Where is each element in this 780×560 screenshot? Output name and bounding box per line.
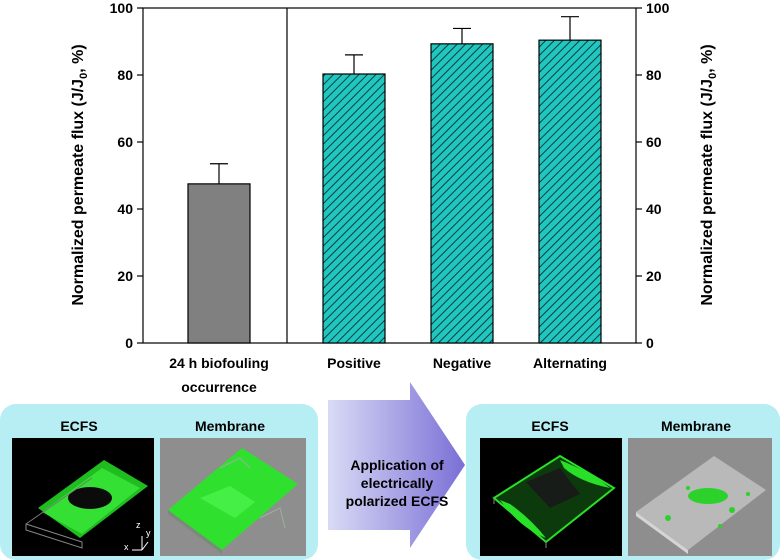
- arrow-caption-line-2: electrically: [360, 475, 434, 491]
- category-label: Negative: [433, 355, 492, 371]
- right-y-axis-title: Normalized permeate flux (J/J0, %): [699, 44, 719, 305]
- right-ecfs-label: ECFS: [531, 418, 569, 434]
- category-label: 24 h biofouling: [169, 355, 269, 371]
- category-label: occurrence: [181, 379, 257, 395]
- right-y-tick-label: 100: [646, 0, 670, 16]
- left-ecfs-label: ECFS: [60, 418, 98, 434]
- bar: [187, 183, 251, 344]
- right-y-tick-label: 0: [646, 335, 654, 351]
- left-y-tick-label: 80: [117, 67, 133, 83]
- left-membrane-label: Membrane: [194, 418, 266, 434]
- bar: [430, 43, 494, 344]
- right-ecfs-image: [480, 438, 622, 556]
- arrow-caption: Application of electrically polarized EC…: [322, 456, 472, 510]
- left-y-tick-label: 20: [117, 268, 133, 284]
- left-image-panel: ECFS Membrane z y x: [0, 404, 318, 560]
- left-membrane-image: [160, 438, 306, 556]
- right-y-tick-label: 80: [646, 67, 662, 83]
- left-y-tick-label: 100: [110, 0, 134, 16]
- right-membrane-label: Membrane: [660, 418, 732, 434]
- category-label: Alternating: [533, 355, 607, 371]
- left-y-axis: 0 20 40 60 80 100: [110, 0, 143, 351]
- arrow-caption-line-1: Application of: [350, 457, 444, 473]
- axis-z-letter: z: [136, 520, 141, 530]
- plot-frame: [142, 7, 637, 344]
- left-y-tick-label: 60: [117, 134, 133, 150]
- axis-x-letter: x: [124, 542, 129, 552]
- left-y-axis-title: Normalized permeate flux (J/J0, %): [70, 44, 90, 305]
- left-ecfs-image: z y x: [12, 438, 154, 556]
- left-y-tick-label: 0: [125, 335, 133, 351]
- bars: [187, 16, 602, 344]
- bar: [322, 73, 386, 344]
- right-y-tick-label: 60: [646, 134, 662, 150]
- right-image-panel: ECFS Membrane: [466, 404, 780, 560]
- arrow-caption-line-3: polarized ECFS: [345, 493, 449, 509]
- right-y-tick-label: 20: [646, 268, 662, 284]
- category-labels: 24 h biofouling occurrence Positive Negativ…: [169, 355, 607, 395]
- right-membrane-image: [628, 438, 772, 556]
- process-arrow: [328, 382, 465, 548]
- right-y-tick-label: 40: [646, 201, 662, 217]
- left-y-tick-label: 40: [117, 201, 133, 217]
- category-label: Positive: [327, 355, 381, 371]
- bar: [538, 39, 602, 344]
- right-y-axis: 0 20 40 60 80 100: [636, 0, 670, 351]
- axis-y-letter: y: [146, 528, 151, 538]
